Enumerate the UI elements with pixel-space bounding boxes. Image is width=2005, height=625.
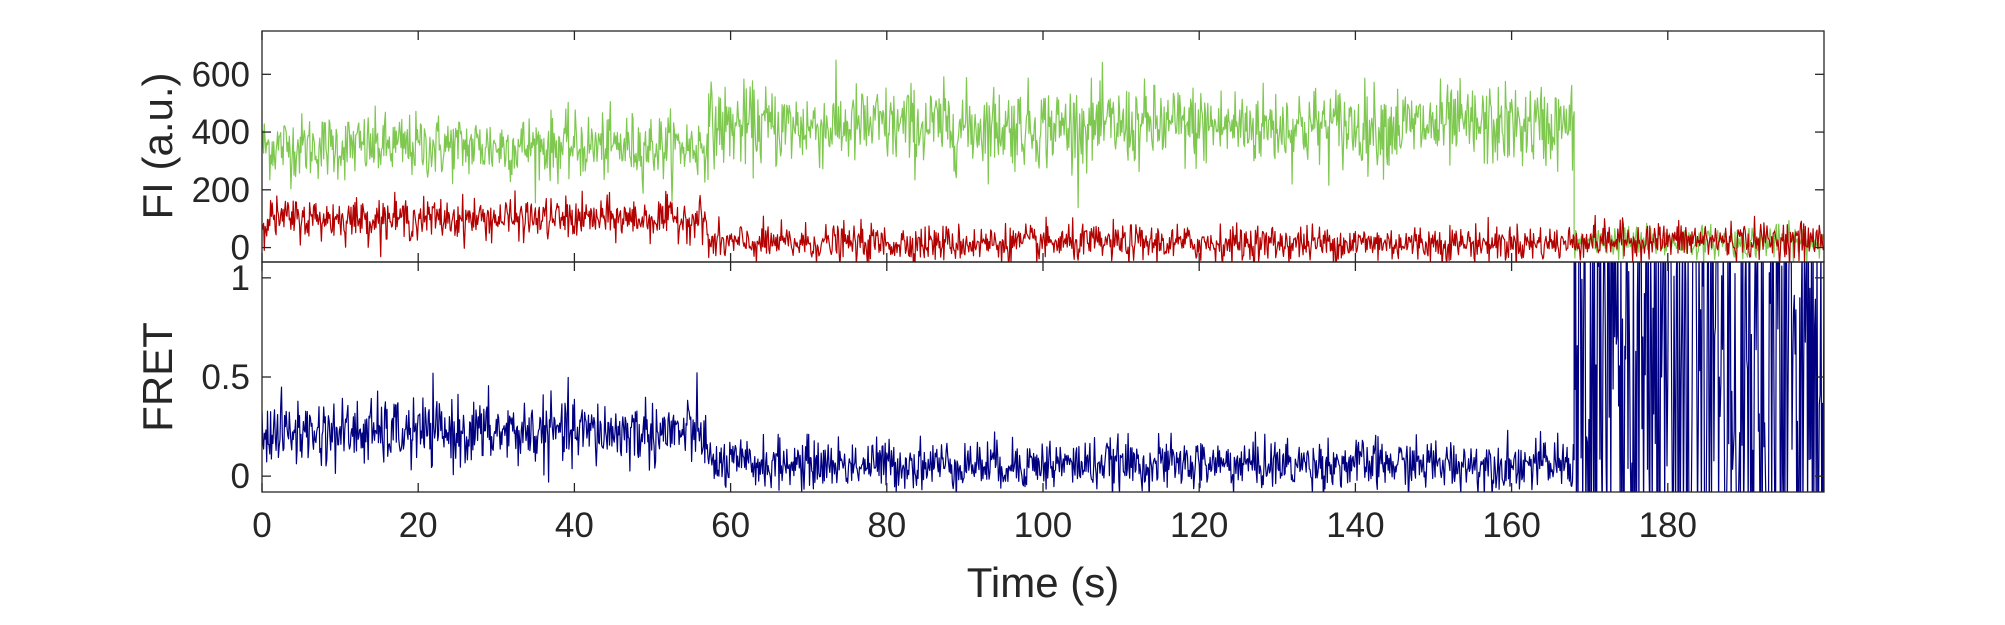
fluorescence-y-axis-title: FI (a.u.) bbox=[134, 72, 181, 219]
fluorescence-series-0-line bbox=[262, 59, 1824, 262]
fret-x-tick-label: 140 bbox=[1326, 506, 1384, 545]
fret-y-axis-title: FRET bbox=[134, 322, 181, 432]
fret-plot-area bbox=[262, 262, 1824, 492]
fluorescence-y-tick-label: 0 bbox=[231, 229, 250, 268]
fret-x-tick-label: 180 bbox=[1639, 506, 1697, 545]
fluorescence-ticks: 0 200 400 600 bbox=[192, 31, 1824, 268]
fret-x-tick-label: 120 bbox=[1170, 506, 1228, 545]
fluorescence-panel: 0 200 400 600 FI (a.u.) bbox=[134, 30, 1825, 268]
fret-ticks: 0 0.5 1 0 20 40 60 80 100 120 140 160 180 bbox=[201, 259, 1824, 545]
fret-y-tick-label: 1 bbox=[231, 259, 250, 298]
fluorescence-y-tick-label: 600 bbox=[192, 55, 250, 94]
fluorescence-y-tick-label: 400 bbox=[192, 113, 250, 152]
fret-x-tick-label: 40 bbox=[555, 506, 594, 545]
fret-panel: 0 0.5 1 0 20 40 60 80 100 120 140 160 180 FRET Time … bbox=[134, 259, 1825, 606]
fret-x-tick-label: 20 bbox=[399, 506, 438, 545]
fret-x-tick-label: 100 bbox=[1014, 506, 1072, 545]
x-axis-title: Time (s) bbox=[967, 559, 1119, 606]
fret-series-0-line bbox=[262, 262, 1824, 492]
fret-x-tick-label: 160 bbox=[1482, 506, 1540, 545]
fret-x-tick-label: 80 bbox=[867, 506, 906, 545]
fret-y-tick-label: 0 bbox=[231, 457, 250, 496]
fret-x-tick-label: 60 bbox=[711, 506, 750, 545]
fret-x-tick-label: 0 bbox=[252, 506, 271, 545]
fluorescence-y-tick-label: 200 bbox=[192, 171, 250, 210]
fluorescence-series-1-line bbox=[262, 190, 1824, 262]
fret-y-tick-label: 0.5 bbox=[201, 358, 250, 397]
fluorescence-plot-area bbox=[262, 59, 1824, 262]
